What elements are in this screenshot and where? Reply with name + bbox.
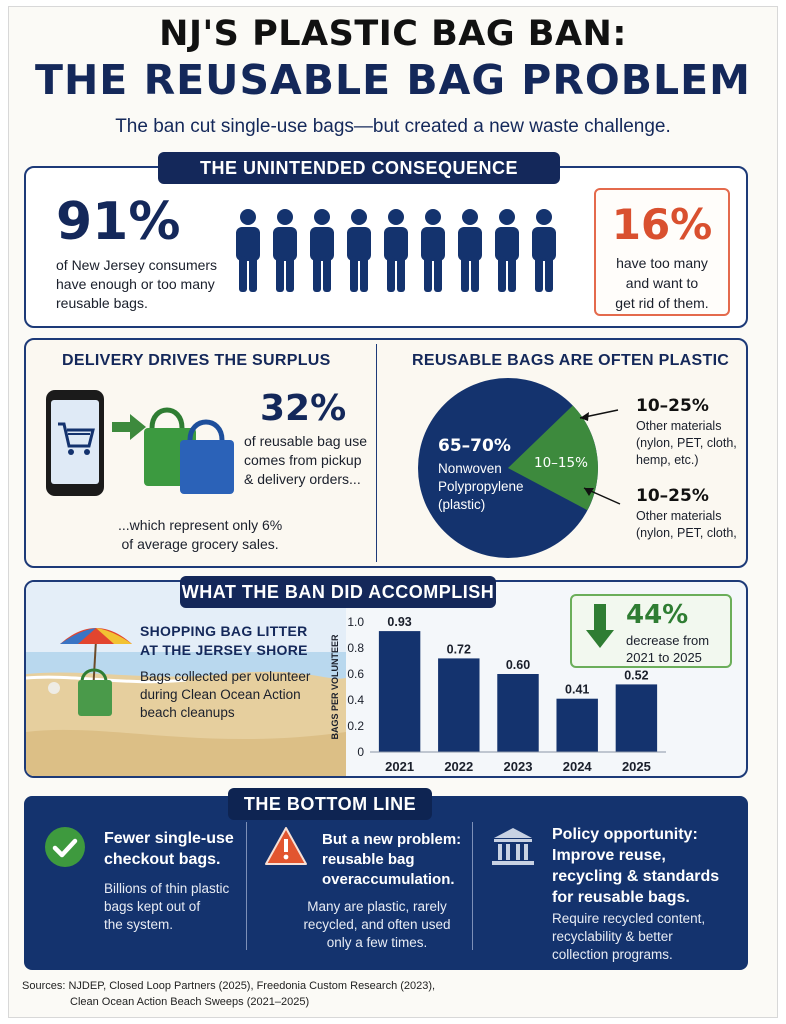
subtitle: The ban cut single-use bags—but created … <box>115 116 671 137</box>
decrease-pct: 44% <box>626 600 689 630</box>
pie-main-label: Nonwoven Polypropylene (plastic) <box>438 461 524 512</box>
arrow-right-icon <box>112 414 146 440</box>
material-pie-chart <box>418 378 621 558</box>
y-tick-label: 0.2 <box>347 719 364 733</box>
bar-2024 <box>556 698 598 752</box>
litter-heading: SHOPPING BAG LITTER AT THE JERSEY SHORE <box>140 623 308 658</box>
bar-2021 <box>378 631 421 752</box>
bar-value-label: 0.72 <box>447 642 471 656</box>
delivery-heading: DELIVERY DRIVES THE SURPLUS <box>62 352 331 369</box>
pie-slice-pct: 10–15% <box>534 455 588 471</box>
consequence-pill: THE UNINTENDED CONSEQUENCE <box>158 152 560 184</box>
title-line-2: THE REUSABLE BAG PROBLEM <box>35 56 751 104</box>
arrow-down-icon <box>586 604 614 648</box>
bottom-line-panel <box>24 796 748 970</box>
col1-title: Fewer single-use checkout bags. <box>104 830 234 868</box>
bar-2023 <box>497 674 539 752</box>
delivery-footnote: ...which represent only 6% of average gr… <box>118 517 283 552</box>
person-icon <box>458 209 482 292</box>
bar-2025 <box>615 684 658 752</box>
callout-1-text: Other materials (nylon, PET, cloth, hemp… <box>636 419 737 467</box>
bar-value-label: 0.93 <box>387 615 411 629</box>
x-tick-label: 2021 <box>385 759 414 774</box>
col3-title: Policy opportunity: Improve reuse, recyc… <box>552 826 720 906</box>
x-tick-label: 2024 <box>563 759 593 774</box>
bottom-divider-2 <box>472 822 473 950</box>
accomplish-pill: WHAT THE BAN DID ACCOMPLISH <box>180 576 496 608</box>
bottom-line-pill: THE BOTTOM LINE <box>228 788 432 820</box>
people-figures <box>236 209 556 292</box>
plastic-heading: REUSABLE BAGS ARE OFTEN PLASTIC <box>412 352 730 369</box>
x-tick-label: 2023 <box>504 759 533 774</box>
y-tick-label: 0 <box>357 745 364 759</box>
col1-body: Billions of thin plastic bags kept out o… <box>104 881 230 932</box>
sources-note: Sources: NJDEP, Closed Loop Partners (20… <box>22 980 436 1008</box>
check-circle-icon <box>45 827 85 867</box>
middle-divider <box>376 344 377 562</box>
bar-value-label: 0.52 <box>624 668 648 682</box>
litter-bar-chart: BAGS PER VOLUNTEER 0 0.2 0.4 0.6 0.8 1.0 0.93 20… <box>330 615 666 774</box>
government-building-icon <box>492 828 534 865</box>
person-icon <box>495 209 519 292</box>
col3-body: Require recycled content, recyclability … <box>552 911 706 962</box>
decrease-text: decrease from 2021 to 2025 <box>626 633 710 665</box>
bar-2022 <box>438 658 480 752</box>
col2-title: But a new problem: reusable bag overaccu… <box>322 831 462 888</box>
x-tick-label: 2025 <box>622 759 651 774</box>
callout-2-text: Other materials (nylon, PET, cloth, <box>636 509 737 540</box>
person-icon <box>273 209 297 292</box>
bottom-divider-1 <box>246 822 247 950</box>
title-line-1: NJ'S PLASTIC BAG BAN: <box>159 14 627 54</box>
callout-1-pct: 10–25% <box>636 396 709 416</box>
person-icon <box>236 209 260 292</box>
person-icon <box>532 209 556 292</box>
pie-slice-10-15 <box>508 405 598 511</box>
col2-body: Many are plastic, rarely recycled, and o… <box>303 899 451 950</box>
y-tick-label: 0.8 <box>347 641 364 655</box>
stat-91-text: of New Jersey consumers have enough or t… <box>56 257 218 311</box>
y-tick-label: 0.6 <box>347 667 364 681</box>
warning-icon <box>265 827 307 865</box>
bar-value-label: 0.41 <box>565 683 589 697</box>
person-icon <box>347 209 371 292</box>
y-axis-label: BAGS PER VOLUNTEER <box>330 634 340 740</box>
too-many-callout: 16% have too many and want to get rid of… <box>594 188 730 316</box>
stat-16: 16% <box>611 200 713 249</box>
y-tick-label: 1.0 <box>347 615 364 629</box>
tote-bags-icon <box>144 407 234 494</box>
stat-32: 32% <box>260 388 347 429</box>
litter-body: Bags collected per volunteer during Clea… <box>140 669 311 720</box>
person-icon <box>421 209 445 292</box>
smartphone-cart-icon <box>46 390 104 496</box>
pie-main-pct: 65–70% <box>438 436 511 456</box>
stat-91: 91% <box>56 192 181 252</box>
bar-value-label: 0.60 <box>506 658 530 672</box>
person-icon <box>310 209 334 292</box>
beach-illustration <box>26 582 346 776</box>
x-tick-label: 2022 <box>444 759 473 774</box>
callout-2-pct: 10–25% <box>636 486 709 506</box>
decrease-badge: 44% decrease from 2021 to 2025 <box>570 594 732 668</box>
y-tick-label: 0.4 <box>347 693 364 707</box>
stat-32-text: of reusable bag use comes from pickup & … <box>244 433 367 487</box>
person-icon <box>384 209 408 292</box>
stat-16-text: have too many and want to get rid of the… <box>615 255 709 311</box>
